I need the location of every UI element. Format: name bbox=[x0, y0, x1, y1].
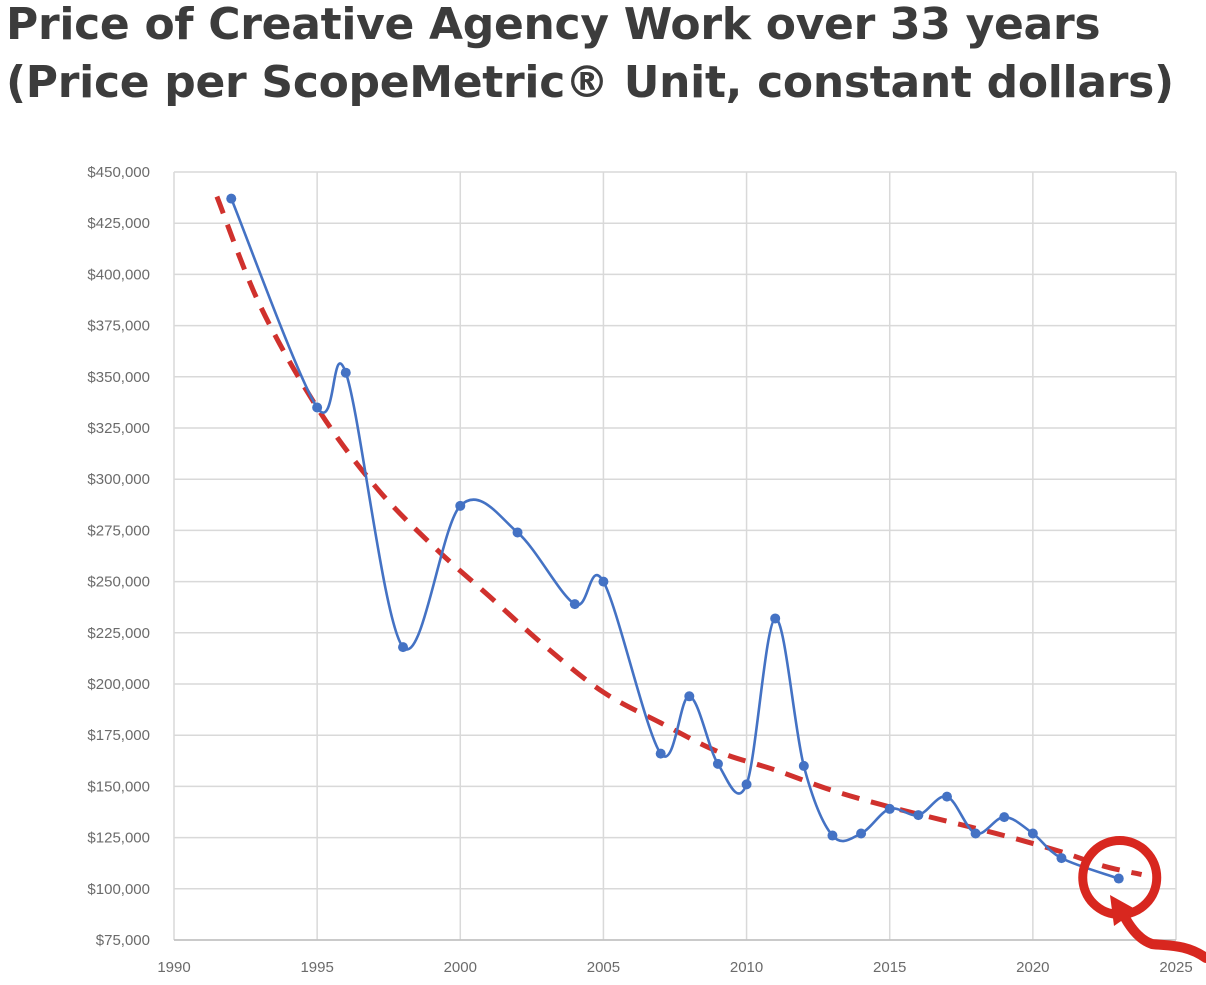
x-tick-label: 1990 bbox=[157, 959, 190, 976]
data-point bbox=[655, 748, 666, 759]
data-point bbox=[598, 576, 609, 587]
chart-title-line-2: (Price per ScopeMetric® Unit, constant d… bbox=[6, 57, 1174, 108]
series-markers bbox=[226, 193, 1124, 884]
y-tick-label: $175,000 bbox=[87, 727, 150, 744]
data-point bbox=[798, 760, 809, 771]
series-line-price bbox=[230, 198, 1120, 880]
y-tick-label: $350,000 bbox=[87, 369, 150, 386]
data-point bbox=[226, 193, 237, 204]
chart-title-line-1: Price of Creative Agency Work over 33 ye… bbox=[6, 0, 1101, 50]
y-tick-label: $225,000 bbox=[87, 625, 150, 642]
data-point bbox=[1113, 873, 1124, 884]
x-axis-labels: 1990 1995 2000 2005 2010 2015 2020 2025 bbox=[157, 959, 1192, 976]
trend-line-dashed bbox=[214, 195, 1143, 877]
data-point bbox=[684, 691, 695, 702]
data-point bbox=[856, 828, 867, 839]
data-point bbox=[884, 803, 895, 814]
data-point bbox=[770, 613, 781, 624]
data-point bbox=[1027, 828, 1038, 839]
data-point bbox=[398, 642, 409, 653]
annotation-arrow-curve bbox=[1117, 907, 1206, 963]
y-tick-label: $300,000 bbox=[87, 471, 150, 488]
data-point bbox=[741, 779, 752, 790]
data-point bbox=[569, 599, 580, 610]
y-tick-label: $275,000 bbox=[87, 522, 150, 539]
annotation-arrowhead bbox=[1110, 895, 1137, 926]
data-point bbox=[455, 500, 466, 511]
y-tick-label: $100,000 bbox=[87, 881, 150, 898]
x-tick-label: 2025 bbox=[1159, 959, 1192, 976]
y-tick-label: $400,000 bbox=[87, 266, 150, 283]
y-tick-label: $325,000 bbox=[87, 420, 150, 437]
y-tick-label: $375,000 bbox=[87, 318, 150, 335]
data-point bbox=[999, 812, 1010, 823]
y-tick-label: $75,000 bbox=[96, 932, 150, 949]
data-point bbox=[312, 402, 323, 413]
data-point bbox=[340, 367, 351, 378]
chart-title: Price of Creative Agency Work over 33 ye… bbox=[6, 0, 1206, 112]
data-point bbox=[827, 830, 838, 841]
y-tick-label: $200,000 bbox=[87, 676, 150, 693]
x-tick-label: 2010 bbox=[730, 959, 763, 976]
y-tick-label: $250,000 bbox=[87, 574, 150, 591]
x-tick-label: 1995 bbox=[300, 959, 333, 976]
data-point bbox=[970, 828, 981, 839]
y-tick-label: $450,000 bbox=[87, 164, 150, 181]
x-tick-label: 2000 bbox=[444, 959, 477, 976]
x-tick-label: 2005 bbox=[587, 959, 620, 976]
x-tick-label: 2015 bbox=[873, 959, 906, 976]
y-axis-labels: $75,000 $100,000 $125,000 $150,000 $175,000 $… bbox=[87, 164, 150, 949]
y-tick-label: $150,000 bbox=[87, 778, 150, 795]
data-point bbox=[941, 791, 952, 802]
annotation-circle-arrow bbox=[1078, 836, 1206, 963]
y-tick-label: $425,000 bbox=[87, 215, 150, 232]
y-tick-label: $125,000 bbox=[87, 830, 150, 847]
data-point bbox=[913, 810, 924, 821]
grid bbox=[173, 171, 1177, 941]
x-tick-label: 2020 bbox=[1016, 959, 1049, 976]
data-point bbox=[1056, 853, 1067, 864]
data-point bbox=[512, 527, 523, 538]
data-point bbox=[712, 758, 723, 769]
